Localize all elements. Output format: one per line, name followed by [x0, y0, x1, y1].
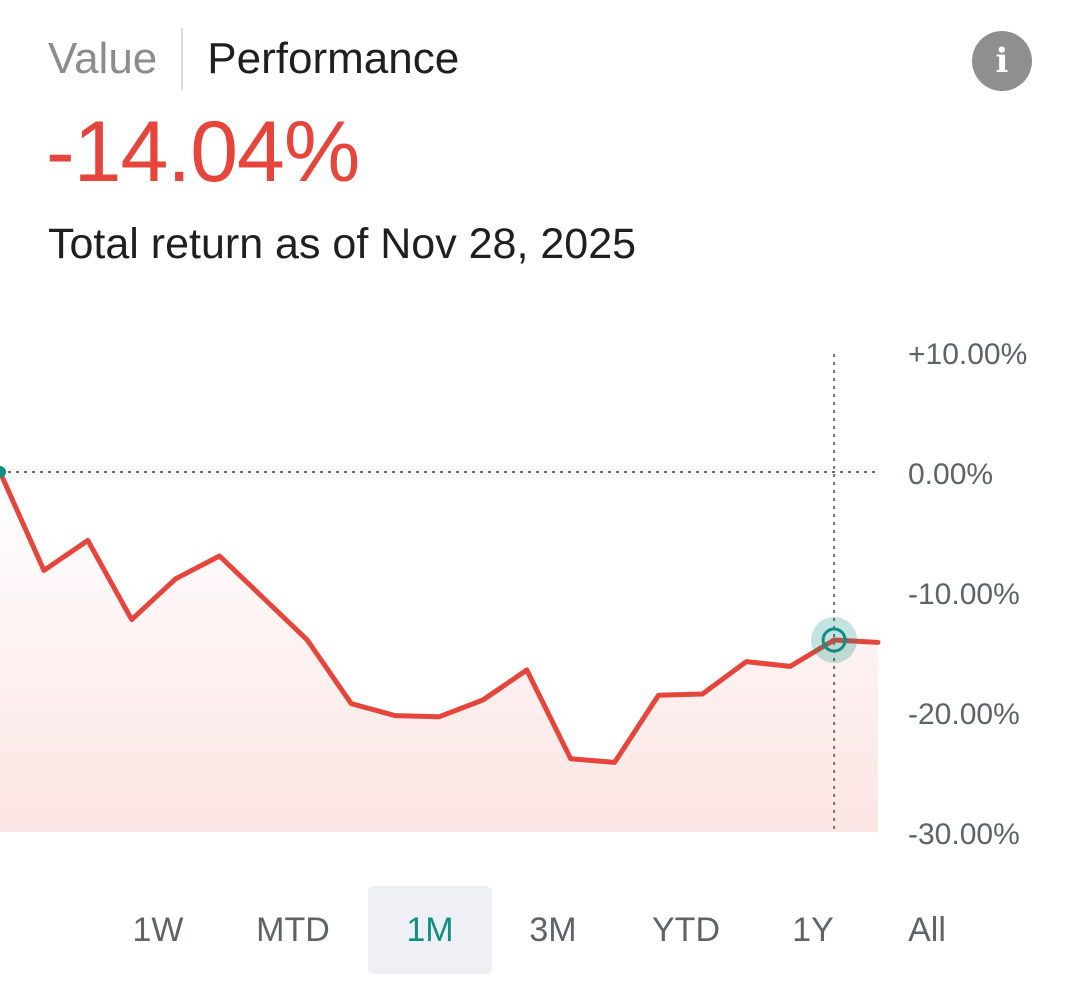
info-icon[interactable]: i [972, 31, 1032, 91]
y-tick-label: -10.00% [908, 578, 1020, 611]
data-point [787, 663, 793, 669]
data-point [217, 553, 223, 559]
data-point [656, 692, 662, 698]
tab-value[interactable]: Value [48, 34, 158, 83]
range-mtd[interactable]: MTD [256, 911, 330, 949]
total-return-value: -14.04% [46, 104, 360, 200]
data-point [41, 567, 47, 573]
data-point [129, 617, 135, 623]
y-tick-label: -30.00% [908, 818, 1020, 851]
data-point [173, 576, 179, 582]
range-1y[interactable]: 1Y [792, 911, 834, 949]
start-point-marker [0, 466, 6, 478]
data-point [743, 659, 749, 665]
y-tick-label: -20.00% [908, 698, 1020, 731]
data-point [436, 714, 442, 720]
highlight-halo [811, 617, 858, 663]
data-point [524, 667, 530, 673]
highlight-marker[interactable] [821, 627, 847, 653]
range-all[interactable]: All [908, 911, 946, 949]
y-tick-label: 0.00% [908, 458, 993, 491]
data-point [699, 691, 705, 697]
data-point [348, 701, 354, 707]
range-ytd[interactable]: YTD [652, 911, 720, 949]
range-1m[interactable]: 1M [368, 886, 492, 974]
data-point [392, 713, 398, 719]
data-point [612, 759, 618, 765]
range-1w[interactable]: 1W [132, 911, 184, 949]
time-range-selector: 1W MTD 1M 3M YTD 1Y All [0, 886, 1080, 974]
y-tick-label: +10.00% [908, 338, 1027, 371]
range-3m[interactable]: 3M [529, 911, 577, 949]
data-point [875, 639, 881, 645]
tab-performance[interactable]: Performance [207, 34, 460, 83]
data-point [480, 697, 486, 703]
data-point [260, 595, 266, 601]
series-line [0, 469, 881, 765]
performance-chart[interactable]: +10.00% 0.00% -10.00% -20.00% -30.00% [0, 330, 1080, 860]
total-return-subtitle: Total return as of Nov 28, 2025 [48, 220, 637, 268]
tab-divider [181, 28, 184, 90]
data-point [85, 537, 91, 543]
data-point [304, 637, 310, 643]
data-point [568, 756, 574, 762]
view-tabs: Value Performance [48, 28, 459, 90]
series-area [0, 472, 878, 832]
